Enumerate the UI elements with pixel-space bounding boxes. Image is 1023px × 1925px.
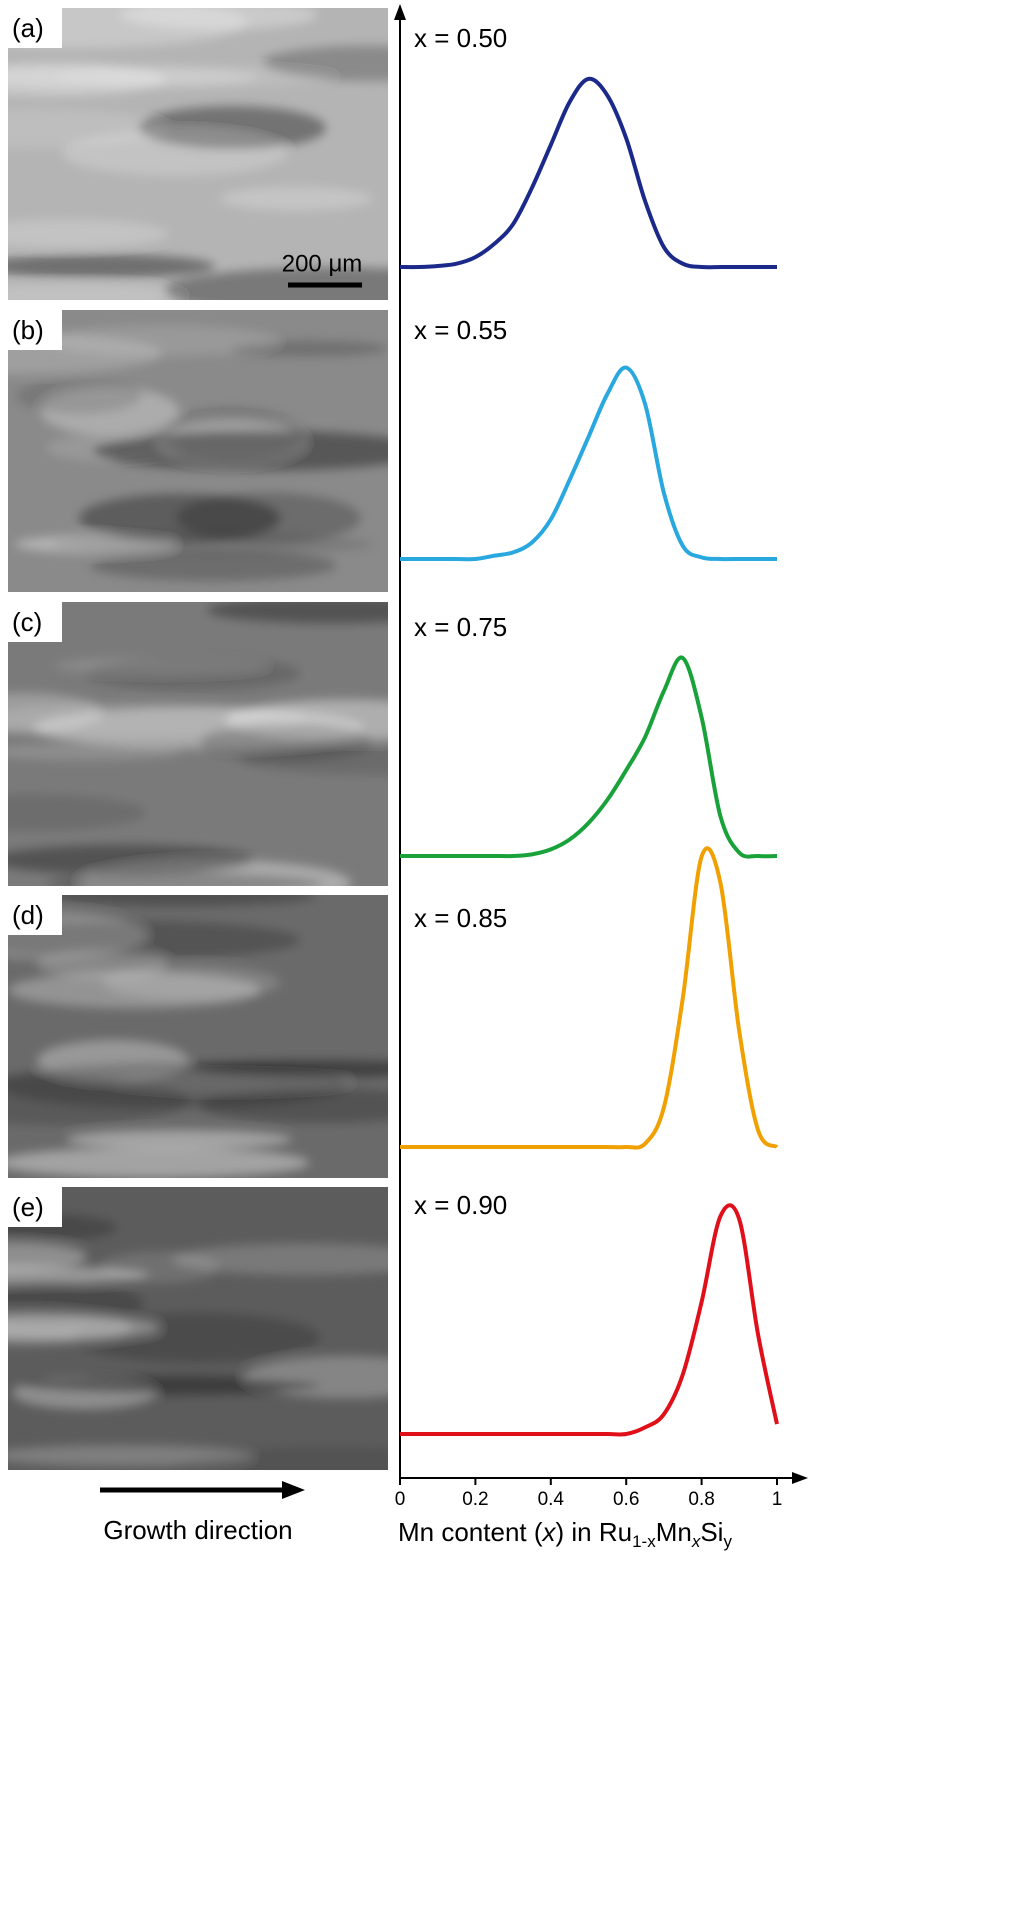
x-axis-label-part: 1-x bbox=[632, 1532, 656, 1551]
micrograph bbox=[8, 310, 388, 592]
panel-label: (d) bbox=[12, 900, 44, 930]
grain bbox=[46, 872, 325, 886]
grain bbox=[163, 267, 388, 300]
micrograph-texture bbox=[8, 8, 388, 300]
grain bbox=[8, 283, 187, 300]
x-axis-label-part: y bbox=[723, 1532, 732, 1551]
grain bbox=[207, 602, 388, 624]
micrograph-texture bbox=[8, 602, 388, 886]
panel-label: (b) bbox=[12, 315, 44, 345]
panel-label: (e) bbox=[12, 1192, 44, 1222]
panel-label: (a) bbox=[12, 13, 44, 43]
grain bbox=[55, 656, 269, 674]
series-label: x = 0.50 bbox=[414, 23, 507, 53]
x-tick-label: 0.8 bbox=[688, 1489, 714, 1510]
series-label: x = 0.55 bbox=[414, 315, 507, 345]
grain bbox=[8, 1147, 310, 1178]
scale-bar-label: 200 μm bbox=[282, 250, 363, 277]
curve bbox=[399, 365, 777, 562]
micrographs: (a) (b) (c) (d) (e) bbox=[8, 8, 388, 1470]
x-axis-label: Mn content (x) in Ru1-xMnxSiy bbox=[398, 1517, 732, 1552]
y-axis-arrow bbox=[394, 4, 406, 20]
x-axis-label-part: Mn bbox=[656, 1517, 692, 1547]
growth-direction-label: Growth direction bbox=[103, 1515, 292, 1545]
grain bbox=[79, 493, 281, 544]
x-tick-label: 0.6 bbox=[613, 1489, 639, 1510]
x-axis-label-part: x bbox=[541, 1517, 557, 1547]
grain bbox=[8, 743, 182, 761]
grain bbox=[89, 549, 337, 582]
x-axis-label-part: ) in Ru bbox=[556, 1517, 633, 1547]
x-tick-label: 0.2 bbox=[462, 1489, 488, 1510]
series-label: x = 0.85 bbox=[414, 903, 507, 933]
grain bbox=[15, 376, 143, 415]
panel-label-bg bbox=[8, 310, 62, 350]
grain bbox=[220, 186, 373, 211]
curve bbox=[399, 76, 777, 270]
grain bbox=[198, 722, 374, 762]
grain bbox=[171, 1243, 388, 1276]
grain bbox=[43, 325, 279, 357]
panel-label-bg bbox=[8, 1187, 62, 1227]
grain bbox=[8, 1061, 348, 1109]
micrograph bbox=[8, 602, 388, 886]
grain bbox=[260, 45, 388, 82]
panel-label-bg bbox=[8, 8, 62, 48]
growth-arrow-head bbox=[282, 1481, 305, 1499]
grain bbox=[119, 8, 318, 30]
micrograph-texture bbox=[8, 895, 388, 1178]
x-axis-label-part: x bbox=[691, 1532, 701, 1551]
grain bbox=[90, 430, 388, 471]
grain bbox=[8, 253, 216, 279]
curve bbox=[400, 655, 778, 859]
curve bbox=[399, 1203, 779, 1437]
micrograph bbox=[8, 1187, 388, 1470]
micrograph bbox=[8, 895, 388, 1178]
grain bbox=[19, 1375, 323, 1395]
grain bbox=[8, 66, 258, 88]
x-tick-label: 1 bbox=[772, 1489, 783, 1510]
curve bbox=[400, 846, 779, 1150]
series-label: x = 0.75 bbox=[414, 612, 507, 642]
panel-label-bg bbox=[8, 895, 62, 935]
grain bbox=[47, 895, 317, 906]
grain bbox=[66, 1129, 292, 1150]
x-tick-label: 0 bbox=[395, 1489, 406, 1510]
grain bbox=[8, 844, 256, 875]
grain bbox=[102, 965, 281, 1000]
grain bbox=[8, 1242, 88, 1271]
micrograph-texture bbox=[8, 1213, 388, 1470]
grain bbox=[8, 1444, 253, 1467]
x-axis-arrow bbox=[792, 1472, 808, 1484]
grain bbox=[8, 219, 169, 248]
grain bbox=[8, 794, 146, 831]
x-axis-label-part: Mn content ( bbox=[398, 1517, 543, 1547]
x-tick-label: 0.4 bbox=[538, 1489, 565, 1510]
x-axis-label-part: Si bbox=[700, 1517, 723, 1547]
series-label: x = 0.90 bbox=[414, 1190, 507, 1220]
micrograph bbox=[8, 8, 388, 300]
grain bbox=[61, 129, 288, 176]
grain bbox=[8, 1309, 133, 1346]
panel-label-bg bbox=[8, 602, 62, 642]
grain bbox=[99, 1251, 220, 1284]
panel-label: (c) bbox=[12, 607, 42, 637]
